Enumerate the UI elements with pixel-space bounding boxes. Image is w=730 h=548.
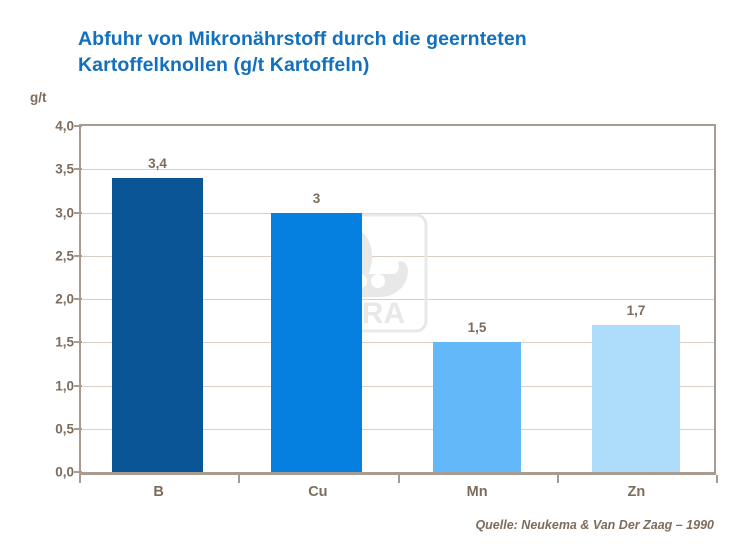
x-category-label-b: B bbox=[153, 484, 164, 500]
x-tick-mark bbox=[79, 475, 81, 483]
bar-zn bbox=[592, 324, 680, 472]
y-tick-label: 0,0 bbox=[55, 464, 74, 480]
bar-b bbox=[112, 177, 203, 472]
x-category-label-cu: Cu bbox=[308, 484, 328, 500]
gridline bbox=[81, 385, 714, 387]
y-tick-mark bbox=[74, 341, 82, 344]
y-tick-label: 3,0 bbox=[55, 205, 74, 220]
gridline bbox=[81, 342, 714, 344]
y-tick-mark bbox=[74, 471, 82, 473]
y-tick-mark bbox=[74, 427, 82, 430]
y-tick-label: 2,5 bbox=[55, 248, 74, 264]
bar-value-label-b: 3,4 bbox=[148, 155, 167, 171]
gridline bbox=[81, 428, 714, 430]
y-tick-label: 0,5 bbox=[55, 421, 74, 437]
x-category-label-zn: Zn bbox=[627, 484, 646, 500]
y-tick-label: 4,0 bbox=[55, 118, 74, 134]
y-tick-label: 2,0 bbox=[55, 291, 74, 307]
gridline bbox=[81, 212, 714, 214]
y-axis-tick-labels: 0,0 0,5 1,0 1,5 2,0 2,5 3,0 3,5 4,0 bbox=[26, 0, 74, 548]
y-axis-unit-label: g/t bbox=[30, 90, 47, 105]
x-category-label-mn: Mn bbox=[466, 484, 488, 500]
bar-mn bbox=[433, 342, 521, 472]
bar-value-label-cu: 3 bbox=[312, 190, 321, 206]
gridline bbox=[81, 169, 714, 171]
x-tick-mark bbox=[397, 475, 400, 483]
x-tick-mark bbox=[238, 475, 241, 483]
chart-title-line-1: Abfuhr von Mikronährstoff durch die geer… bbox=[78, 28, 527, 50]
y-tick-label: 1,0 bbox=[55, 378, 74, 393]
chart-title: Abfuhr von Mikronährstoff durch die geer… bbox=[78, 26, 678, 78]
y-tick-mark bbox=[74, 384, 82, 387]
y-tick-mark bbox=[74, 254, 82, 257]
plot-inner: YARA 3,4 3 1,5 1,7 bbox=[81, 126, 714, 472]
x-tick-mark bbox=[716, 475, 718, 483]
y-tick-mark bbox=[74, 168, 82, 171]
y-tick-label: 3,5 bbox=[55, 161, 74, 177]
y-tick-label: 1,5 bbox=[55, 334, 74, 350]
x-tick-mark bbox=[556, 475, 559, 483]
bar-value-label-mn: 1,5 bbox=[467, 320, 487, 336]
y-tick-mark bbox=[74, 298, 82, 300]
chart-title-line-2: Kartoffelknollen (g/t Kartoffeln) bbox=[78, 54, 370, 76]
source-note: Quelle: Neukema & Van Der Zaag – 1990 bbox=[475, 518, 714, 532]
plot-area: YARA 3,4 3 1,5 1,7 bbox=[79, 124, 716, 475]
bar-cu bbox=[271, 212, 362, 472]
y-tick-mark bbox=[74, 125, 82, 127]
y-tick-mark bbox=[74, 211, 82, 214]
bar-value-label-zn: 1,7 bbox=[626, 302, 646, 318]
